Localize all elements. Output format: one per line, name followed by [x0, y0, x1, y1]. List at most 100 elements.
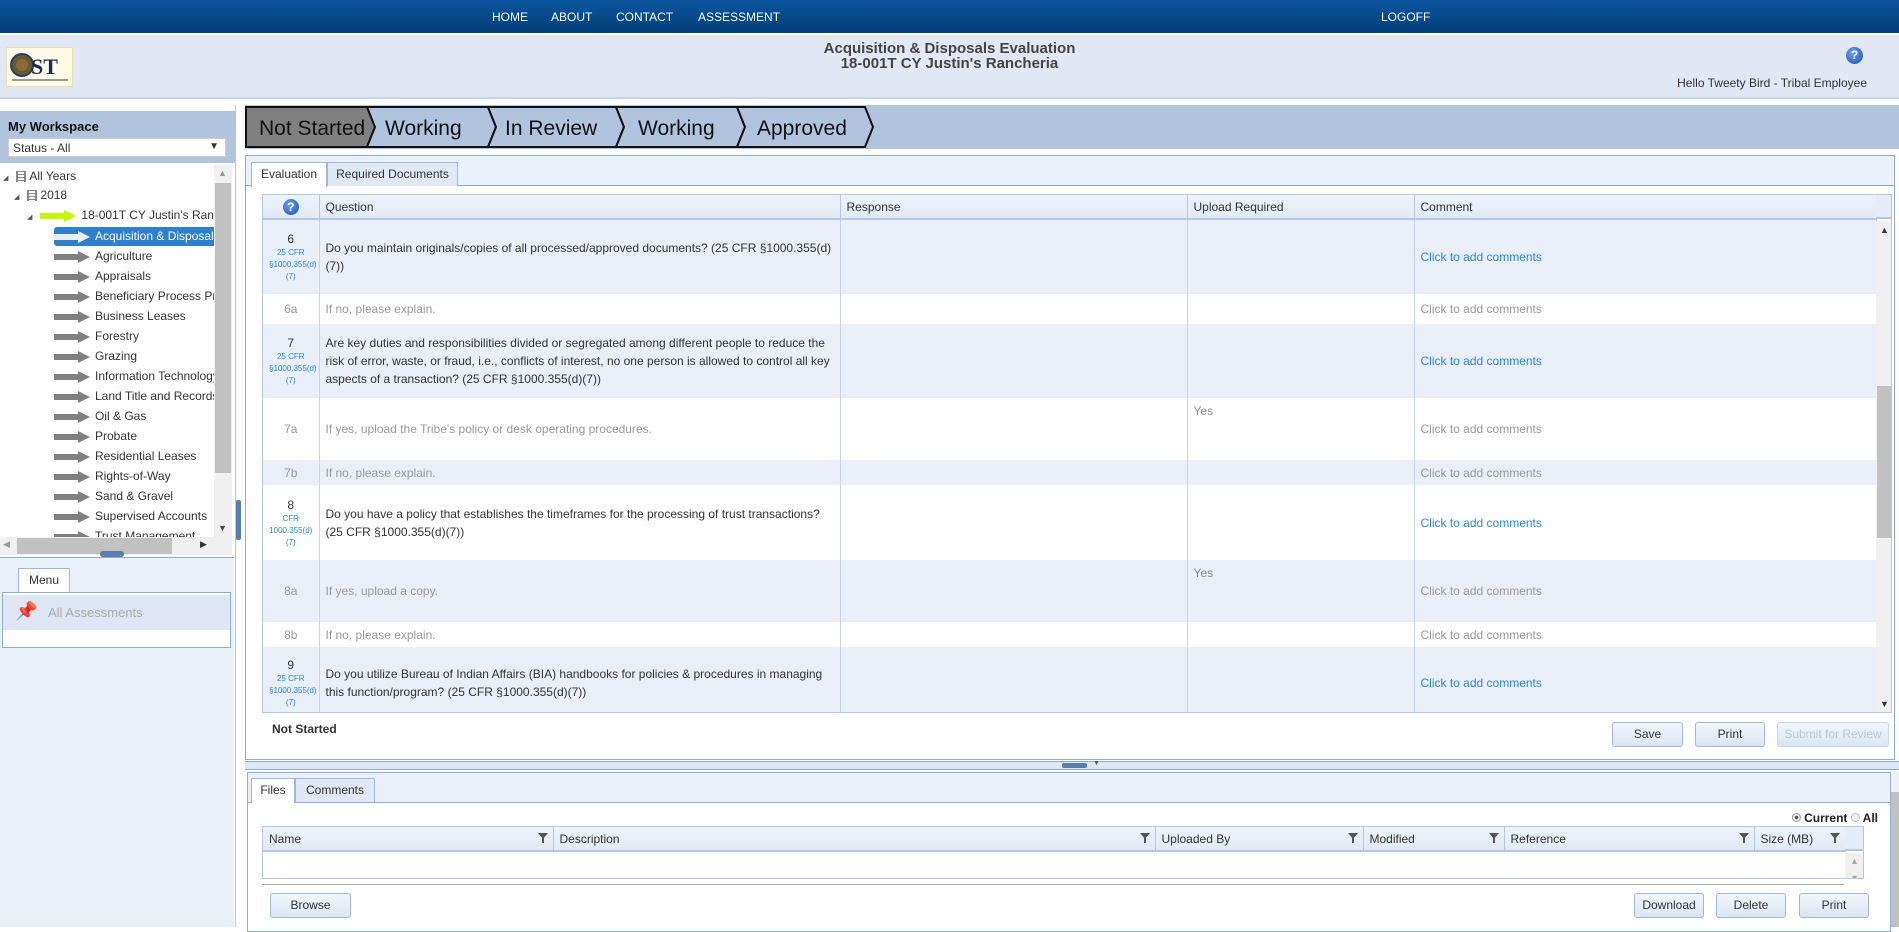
response-cell[interactable] [840, 460, 1188, 485]
print-button[interactable]: Print [1695, 722, 1765, 747]
tree-item[interactable]: Rights-of-Way [54, 467, 171, 486]
tab-menu[interactable]: Menu [18, 568, 70, 593]
cfr-reference-link[interactable]: (7) [285, 697, 296, 707]
add-comment-link[interactable]: Click to add comments [1420, 422, 1542, 436]
add-comment-link[interactable]: Click to add comments [1420, 675, 1542, 690]
save-button[interactable]: Save [1612, 722, 1683, 747]
tree-vertical-scrollbar[interactable]: ▲ ▼ [214, 165, 232, 537]
add-comment-link[interactable]: Click to add comments [1420, 354, 1542, 368]
tree-node-2018[interactable]: ◢ 2018 [14, 188, 68, 202]
comment-cell[interactable]: Click to add comments [1414, 647, 1877, 712]
response-cell[interactable] [840, 219, 1188, 294]
delete-button[interactable]: Delete [1716, 893, 1786, 918]
response-cell[interactable] [840, 324, 1188, 398]
response-cell[interactable] [840, 560, 1188, 622]
comment-cell[interactable]: Click to add comments [1414, 560, 1877, 622]
tab-files[interactable]: Files [251, 778, 295, 803]
add-comment-link[interactable]: Click to add comments [1420, 584, 1542, 598]
nav-assessment[interactable]: ASSESSMENT [698, 10, 781, 24]
tree-item[interactable]: Forestry [54, 327, 139, 346]
filter-icon[interactable] [537, 833, 548, 843]
expand-icon[interactable]: ◢ [27, 214, 33, 221]
response-cell[interactable] [840, 622, 1188, 647]
expand-icon[interactable]: ◢ [14, 194, 20, 201]
tree-item[interactable]: Oil & Gas [54, 407, 146, 426]
filter-icon[interactable] [1139, 833, 1150, 843]
column-header-comment[interactable]: Comment [1414, 195, 1877, 220]
filter-icon[interactable] [1488, 833, 1499, 843]
tree-item[interactable]: Beneficiary Process Program [54, 287, 232, 306]
column-header-description[interactable]: Description [553, 827, 1156, 852]
evaluation-scrollbar[interactable]: ▲ ▼ [1876, 221, 1891, 712]
download-button[interactable]: Download [1634, 893, 1704, 918]
cfr-reference-link[interactable]: (7) [285, 537, 296, 547]
tree-horizontal-scrollbar[interactable]: ◀ ▶ [0, 537, 232, 555]
column-header-uploaded-by[interactable]: Uploaded By [1155, 827, 1364, 852]
add-comment-link[interactable]: Click to add comments [1420, 302, 1542, 316]
radio-current[interactable] [1791, 813, 1801, 822]
comment-cell[interactable]: Click to add comments [1414, 219, 1877, 294]
status-filter-select[interactable]: Status - All ▼ [8, 138, 226, 157]
add-comment-link[interactable]: Click to add comments [1420, 250, 1542, 264]
column-header-size[interactable]: Size (MB) [1754, 827, 1846, 852]
nav-about[interactable]: ABOUT [551, 10, 593, 24]
help-icon[interactable]: ? [282, 198, 299, 215]
add-comment-link[interactable]: Click to add comments [1420, 515, 1542, 530]
files-print-button[interactable]: Print [1799, 893, 1869, 918]
cfr-reference-link[interactable]: 25 CFR [276, 248, 305, 257]
browse-button[interactable]: Browse [270, 893, 351, 918]
response-cell[interactable] [840, 294, 1188, 324]
tree-item[interactable]: Supervised Accounts [54, 507, 207, 526]
tree-node-project[interactable]: ◢ 18-001T CY Justin's Rancheria [27, 208, 232, 222]
expand-icon[interactable]: ◢ [3, 175, 9, 182]
cfr-reference-link[interactable]: 25 CFR [276, 673, 305, 683]
cfr-reference-link[interactable]: §1000.355(d) [269, 364, 317, 373]
filter-icon[interactable] [1829, 833, 1840, 843]
nav-home[interactable]: HOME [492, 10, 528, 24]
response-cell[interactable] [840, 647, 1188, 712]
submit-for-review-button[interactable]: Submit for Review [1777, 722, 1889, 747]
sidebar-splitter-handle[interactable] [100, 551, 124, 557]
tree-item[interactable]: Agriculture [54, 247, 152, 266]
page-scrollbar[interactable] [1891, 772, 1899, 927]
tree-item[interactable]: Acquisition & Disposals [54, 227, 224, 246]
response-cell[interactable] [840, 485, 1188, 560]
comment-cell[interactable]: Click to add comments [1414, 485, 1877, 560]
tree-item[interactable]: Residential Leases [54, 447, 196, 466]
tree-item[interactable]: Business Leases [54, 307, 186, 326]
tree-item[interactable]: Land Title and Records Office [54, 387, 232, 406]
panel-splitter[interactable]: ▼ [245, 760, 1899, 770]
sidebar-resize-handle[interactable] [236, 500, 241, 540]
comment-cell[interactable]: Click to add comments [1414, 622, 1877, 647]
column-header-upload-required[interactable]: Upload Required [1187, 195, 1415, 220]
tree-node-all-years[interactable]: ◢ All Years [3, 169, 77, 183]
comment-cell[interactable]: Click to add comments [1414, 324, 1877, 398]
splitter-handle[interactable] [1062, 763, 1087, 768]
column-header-reference[interactable]: Reference [1504, 827, 1755, 852]
cfr-reference-link[interactable]: §1000.355(d) [269, 685, 317, 695]
column-header-name[interactable]: Name [263, 827, 554, 852]
response-cell[interactable] [840, 398, 1188, 460]
collapse-arrow-icon[interactable]: ▼ [1093, 760, 1100, 767]
cfr-reference-link[interactable]: 1000.355(d) [269, 525, 313, 535]
help-icon[interactable]: ? [1846, 47, 1863, 64]
radio-all[interactable] [1850, 813, 1860, 822]
tree-item[interactable]: Sand & Gravel [54, 487, 173, 506]
cfr-reference-link[interactable]: 25 CFR [276, 352, 305, 361]
cfr-reference-link[interactable]: (7) [285, 376, 296, 385]
filter-icon[interactable] [1347, 833, 1358, 843]
tree-item[interactable]: Information Technology [54, 367, 219, 386]
tree-item[interactable]: Grazing [54, 347, 137, 366]
column-header-modified[interactable]: Modified [1363, 827, 1505, 852]
cfr-reference-link[interactable]: CFR [282, 513, 299, 523]
add-comment-link[interactable]: Click to add comments [1420, 465, 1542, 480]
tab-required-documents[interactable]: Required Documents [327, 162, 458, 186]
nav-contact[interactable]: CONTACT [616, 10, 674, 24]
menu-item-all-assessments[interactable]: 📌 All Assessments [3, 595, 230, 630]
tree-item[interactable]: Appraisals [54, 267, 151, 286]
filter-icon[interactable] [1738, 833, 1749, 843]
tree-item[interactable]: Probate [54, 427, 137, 446]
tab-comments[interactable]: Comments [295, 778, 375, 802]
column-header-response[interactable]: Response [840, 195, 1188, 220]
column-header-question[interactable]: Question [319, 195, 841, 220]
